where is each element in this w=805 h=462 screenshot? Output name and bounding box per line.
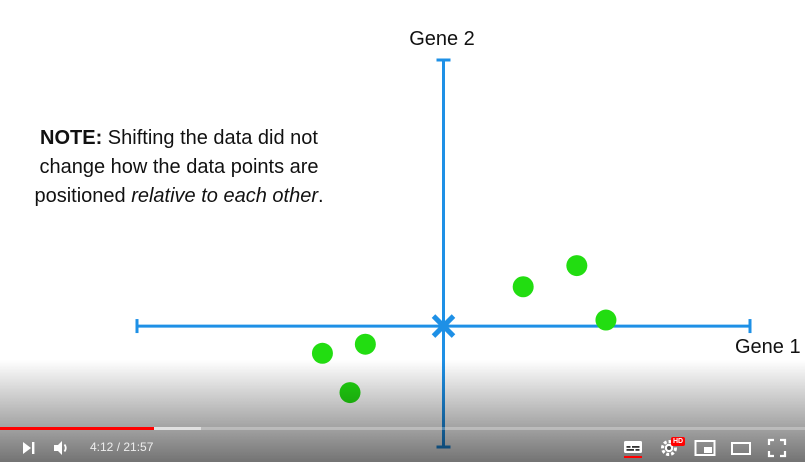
miniplayer-icon [694, 440, 716, 456]
note-label: NOTE: [40, 127, 103, 149]
x-axis-label: Gene 1 [735, 336, 801, 358]
note-end: . [317, 185, 324, 207]
data-point [595, 309, 617, 331]
fullscreen-icon [767, 438, 787, 458]
note-emphasis: relative to each other [131, 185, 318, 207]
progress-played [0, 427, 154, 430]
time-display: 4:12 / 21:57 [90, 440, 153, 454]
volume-icon [54, 441, 67, 455]
miniplayer-button[interactable] [692, 436, 718, 460]
current-time: 4:12 [90, 440, 114, 454]
progress-bar[interactable] [0, 427, 805, 430]
data-point [512, 276, 534, 298]
chart-axes [135, 58, 752, 449]
subtitles-button[interactable] [620, 436, 646, 460]
y-axis-label: Gene 2 [409, 28, 475, 50]
fullscreen-button[interactable] [764, 436, 790, 460]
data-point [354, 333, 376, 355]
origin-x-marker [431, 314, 456, 338]
data-point [311, 342, 333, 364]
subtitles-icon [624, 441, 642, 458]
theater-button[interactable] [728, 436, 754, 460]
hd-badge: HD [671, 437, 686, 446]
note-text: Shifting the data did not change how the… [34, 127, 319, 207]
next-button[interactable] [16, 436, 42, 460]
next-icon [23, 442, 35, 454]
player-controls: 4:12 / 21:57 HD [0, 434, 805, 462]
data-point [566, 255, 588, 277]
volume-button[interactable] [49, 436, 75, 460]
settings-button[interactable]: HD [656, 436, 686, 460]
time-separator: / [113, 440, 124, 454]
data-points [311, 255, 617, 404]
duration: 21:57 [123, 440, 154, 454]
theater-icon [731, 442, 751, 455]
data-point [339, 382, 361, 404]
settings-icon [661, 440, 677, 456]
note-annotation: NOTE: Shifting the data did not change h… [18, 124, 340, 211]
